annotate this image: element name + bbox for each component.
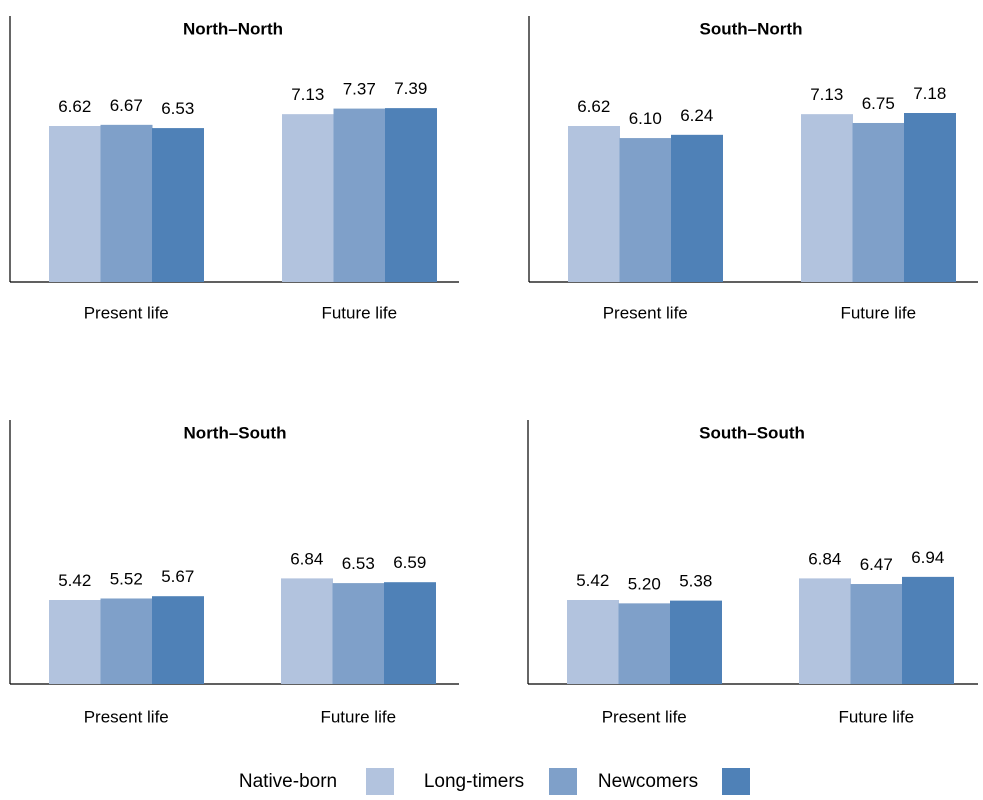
data-label: 6.84 [290, 549, 323, 568]
x-tick-label: Future life [840, 303, 916, 322]
bar [902, 576, 954, 684]
bar [850, 584, 903, 684]
bar [671, 134, 723, 282]
bar [100, 598, 153, 684]
bar [333, 108, 386, 282]
bar [619, 138, 672, 282]
bar [568, 126, 620, 282]
data-label: 5.38 [679, 572, 712, 591]
data-label: 6.62 [58, 97, 91, 116]
bar [281, 578, 333, 684]
data-label: 6.59 [393, 553, 426, 572]
data-label: 6.47 [860, 555, 893, 574]
data-label: 6.10 [629, 109, 662, 128]
bar [332, 583, 385, 684]
bar [152, 128, 204, 282]
bar [801, 114, 853, 283]
data-label: 5.20 [628, 574, 661, 593]
x-tick-label: Future life [838, 707, 914, 726]
data-label: 6.53 [342, 554, 375, 573]
data-label: 6.94 [911, 548, 944, 567]
legend-swatch [549, 768, 577, 796]
data-label: 7.39 [394, 79, 427, 98]
data-label: 6.67 [110, 96, 143, 115]
panel-title: South–South [699, 423, 805, 442]
panel-title: South–North [700, 19, 803, 38]
bar [282, 114, 334, 283]
bar [49, 126, 101, 282]
legend-label: Long-timers [424, 771, 524, 792]
legend-label: Newcomers [598, 771, 698, 792]
x-tick-label: Future life [320, 707, 396, 726]
data-label: 7.18 [913, 84, 946, 103]
x-tick-label: Present life [84, 303, 169, 322]
data-label: 7.13 [291, 85, 324, 104]
data-label: 5.42 [576, 571, 609, 590]
bar [384, 582, 436, 684]
bar [100, 124, 153, 282]
panel-title: North–South [184, 423, 287, 442]
data-label: 5.52 [110, 569, 143, 588]
x-tick-label: Present life [602, 707, 687, 726]
panel-title: North–North [183, 19, 283, 38]
bar [670, 600, 722, 684]
data-label: 6.84 [808, 549, 841, 568]
data-label: 7.13 [810, 85, 843, 104]
data-label: 5.42 [58, 571, 91, 590]
bar [799, 578, 851, 684]
bar [385, 108, 437, 282]
bar [618, 603, 671, 684]
data-label: 7.37 [343, 80, 376, 99]
data-label: 5.67 [161, 567, 194, 586]
data-label: 6.62 [577, 97, 610, 116]
bar [904, 113, 956, 282]
legend-swatch [722, 768, 750, 796]
bar [567, 600, 619, 684]
data-label: 6.53 [161, 99, 194, 118]
x-tick-label: Present life [603, 303, 688, 322]
legend-swatch [366, 768, 394, 796]
data-label: 6.75 [862, 94, 895, 113]
x-tick-label: Present life [84, 707, 169, 726]
legend-label: Native-born [239, 771, 337, 792]
bar [49, 600, 101, 684]
bar [852, 122, 905, 282]
data-label: 6.24 [680, 106, 713, 125]
bar [152, 596, 204, 684]
x-tick-label: Future life [321, 303, 397, 322]
